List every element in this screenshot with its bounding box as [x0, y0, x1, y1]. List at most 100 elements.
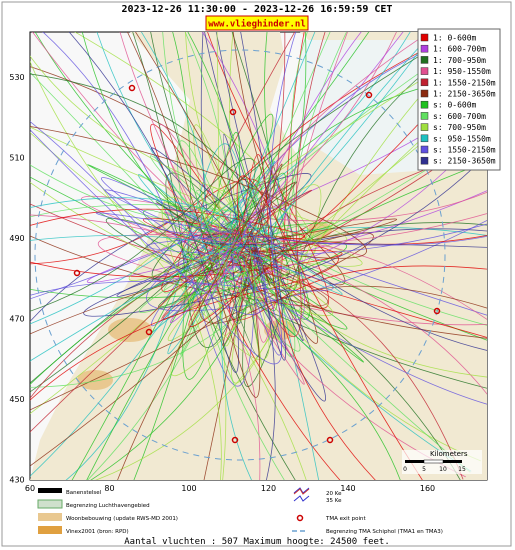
flight-track — [151, 147, 487, 351]
flight-track — [90, 172, 286, 480]
flight-track — [215, 32, 304, 341]
flight-track — [30, 182, 295, 433]
key-label: Begrenzing Luchthavengebied — [66, 503, 150, 509]
flight-track — [201, 226, 487, 253]
flight-track — [183, 32, 411, 261]
flight-track — [86, 226, 236, 480]
key-label: Vinex2001 (bron: RPD) — [66, 529, 129, 535]
flight-track — [30, 208, 305, 240]
flight-track — [117, 163, 283, 480]
flight-track — [162, 32, 256, 306]
flight-track — [30, 129, 267, 316]
legend-swatch — [420, 44, 429, 53]
tma-label: TMA exit point — [325, 516, 366, 522]
flight-track — [30, 235, 292, 467]
legend-box — [417, 28, 501, 171]
x-tick-label: 100 — [181, 484, 196, 493]
flight-track — [30, 176, 279, 325]
flight-track — [30, 197, 281, 248]
flight-track — [30, 126, 367, 259]
noise-label: 35 Ke — [326, 498, 342, 504]
scale-bar: Kilometers 0 5 10 15 — [402, 450, 482, 474]
site-link[interactable]: www.vlieghinder.nl — [208, 19, 306, 30]
flight-track — [161, 197, 238, 480]
flight-track — [34, 32, 364, 363]
legend-label: 1: 600-700m — [433, 45, 486, 54]
flight-track — [143, 209, 401, 480]
flight-track — [30, 225, 308, 388]
key-label: Banenstelsel — [66, 490, 102, 496]
flight-track — [230, 32, 311, 320]
tma-boundary — [34, 49, 446, 461]
scale-tick: 15 — [458, 466, 466, 473]
x-tick-label: 60 — [25, 484, 35, 493]
flight-track — [252, 32, 308, 312]
legend-swatch — [420, 134, 429, 143]
legend-swatch — [420, 33, 429, 42]
scale-label: Kilometers — [430, 450, 468, 458]
legend-swatch — [420, 145, 429, 154]
flight-track — [205, 32, 362, 305]
flight-track — [30, 222, 335, 386]
flight-track — [30, 158, 256, 312]
flight-track — [140, 32, 227, 254]
flight-track — [176, 140, 285, 480]
x-tick-label: 160 — [420, 484, 435, 493]
legend-swatch — [420, 112, 429, 120]
y-tick-label: 490 — [9, 234, 24, 243]
x-tick-label: 120 — [261, 484, 276, 493]
legend-label: 1: 1550-2150m — [433, 78, 496, 87]
flight-track — [128, 41, 484, 281]
flight-track — [81, 32, 248, 259]
y-tick-label: 450 — [9, 395, 24, 404]
flight-track — [184, 233, 487, 338]
flight-track — [138, 131, 487, 313]
legend-swatch — [420, 89, 429, 98]
flight-track — [105, 217, 487, 389]
flight-track — [150, 32, 260, 358]
legend-label: s: 2150-3650m — [433, 157, 496, 166]
flight-track — [80, 191, 487, 259]
legend-label: s: 950-1550m — [433, 134, 491, 143]
footer: Aantal vluchten : 507 Maximum hoogte: 24… — [124, 537, 390, 547]
flight-track — [95, 184, 322, 480]
flight-track — [216, 32, 248, 347]
legend-label: 1: 700-950m — [433, 56, 486, 65]
legend-label: s: 600-700m — [433, 112, 486, 121]
scale-tick: 0 — [403, 466, 407, 473]
key — [37, 487, 310, 534]
legend-label: s: 0-600m — [433, 101, 477, 110]
flight-track — [83, 153, 487, 317]
flight-track — [229, 258, 487, 321]
flight-track — [119, 32, 305, 385]
flight-track — [95, 212, 487, 249]
legend-swatch — [420, 156, 429, 165]
flight-track — [242, 32, 297, 356]
flight-track — [30, 71, 301, 352]
flight-track — [126, 32, 261, 398]
x-tick-label: 140 — [340, 484, 355, 493]
legend-label: 1: 0-600m — [433, 34, 477, 43]
flight-track — [71, 113, 274, 480]
y-tick-label: 430 — [9, 476, 24, 485]
flight-track — [87, 164, 487, 341]
y-tick-label: 510 — [9, 154, 24, 163]
legend-swatch — [420, 56, 429, 64]
flight-track — [150, 33, 477, 327]
tma-exit-points — [73, 84, 441, 444]
legend-label: s: 1550-2150m — [433, 146, 496, 155]
legend-swatch — [420, 100, 429, 109]
flight-track — [68, 32, 239, 373]
flight-track — [30, 218, 398, 335]
flight-track — [30, 126, 363, 267]
flight-track — [201, 32, 305, 321]
flight-track — [30, 235, 329, 307]
flight-track — [240, 32, 286, 361]
flight-track — [30, 233, 343, 295]
link-box — [205, 15, 309, 31]
legend-label: 1: 950-1550m — [433, 67, 491, 76]
y-tick-label: 470 — [9, 315, 24, 324]
